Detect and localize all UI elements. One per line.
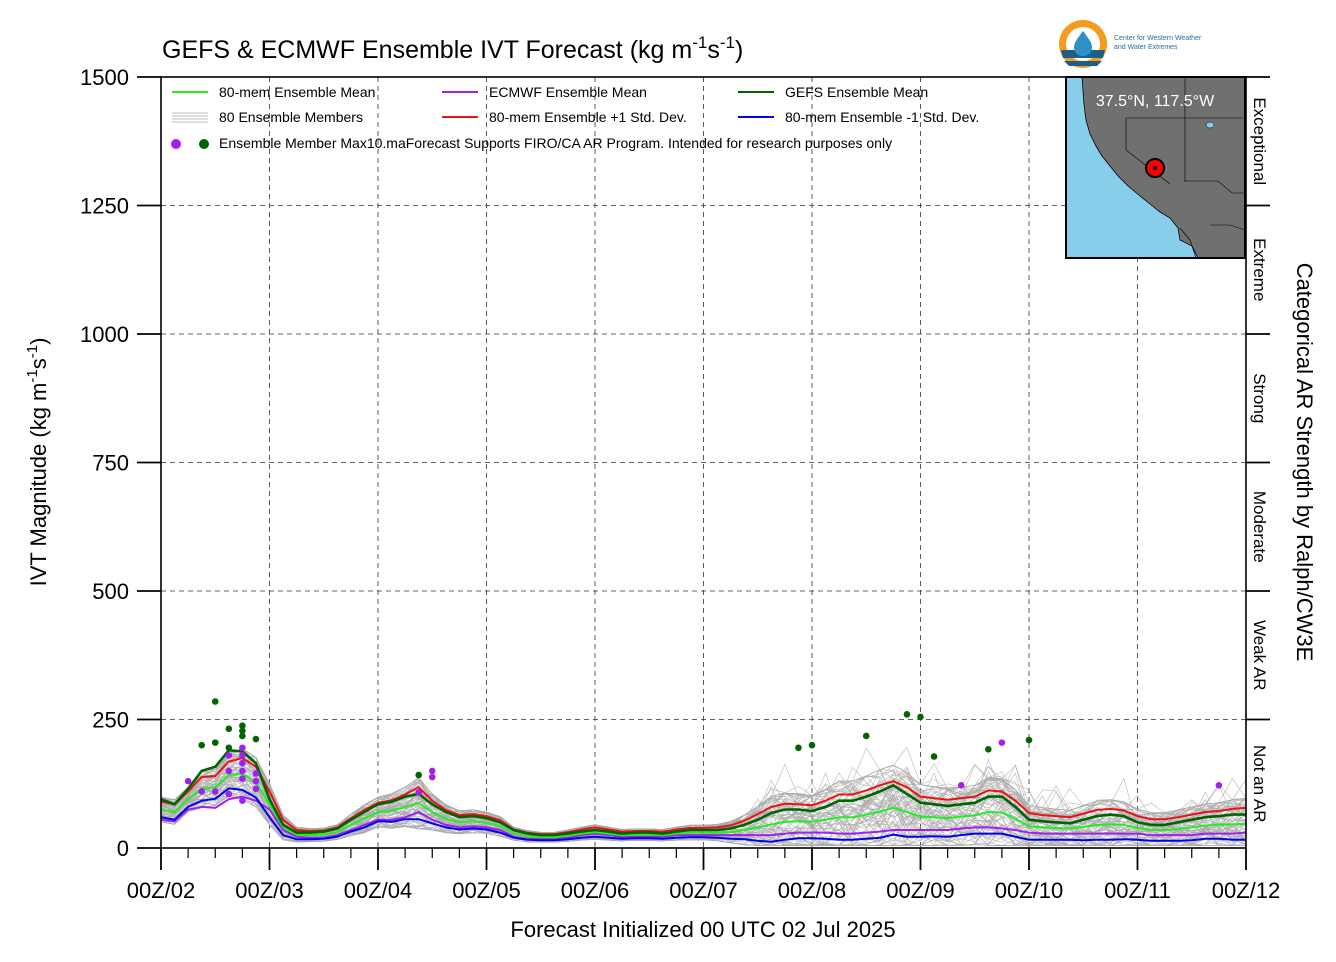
logo-line-1: Center for Western Weather <box>1114 35 1202 42</box>
category-label: Exceptional <box>1250 97 1269 185</box>
member-max-point <box>252 785 260 793</box>
member-max-point <box>239 722 246 729</box>
x-tick-label: 00Z/07 <box>669 878 738 903</box>
series-line-gefs-ensemble-mean <box>160 748 1246 837</box>
legend-label-gefs-mean: GEFS Ensemble Mean <box>785 84 928 100</box>
x-tick-label: 00Z/12 <box>1212 878 1281 903</box>
member-max-point <box>428 767 436 775</box>
x-tick-label: 00Z/11 <box>1104 878 1171 903</box>
member-max-point <box>1025 736 1033 744</box>
category-label: Extreme <box>1250 238 1269 301</box>
member-max-point <box>428 773 436 781</box>
series-line-80-mem-ensemble-1-std-dev- <box>160 787 1246 843</box>
category-axis: Exceptional Extreme Strong Moderate Weak AR N… <box>1246 76 1270 823</box>
legend-label-minus-std: 80-mem Ensemble -1 Std. Dev. <box>785 109 979 125</box>
member-max-point <box>239 752 246 759</box>
legend-max-label: Ensemble Member Max10.maForecast Support… <box>219 135 892 151</box>
member-max-point <box>225 744 233 752</box>
location-inset-map: 37.5°N, 117.5°W <box>1065 76 1246 259</box>
member-max-point <box>239 744 246 752</box>
x-tick-label: 00Z/06 <box>561 878 630 903</box>
y-tick-label: 250 <box>92 708 129 733</box>
member-max-point <box>198 741 205 749</box>
category-label: Moderate <box>1250 491 1269 563</box>
member-max-point <box>225 725 233 733</box>
category-label: Weak AR <box>1250 620 1269 691</box>
member-max-points <box>184 698 1223 805</box>
member-max-point <box>225 790 233 798</box>
member-max-point <box>998 739 1006 746</box>
member-max-point <box>184 777 192 785</box>
x-tick-label: 00Z/09 <box>886 878 955 903</box>
legend-max-dot-ecmwf <box>171 139 181 149</box>
member-max-point <box>211 788 219 795</box>
chart-title: GEFS & ECMWF Ensemble IVT Forecast (kg m… <box>162 33 743 64</box>
category-label: Strong <box>1250 373 1269 423</box>
member-max-point <box>239 732 246 740</box>
category-axis-label: Categorical AR Strength by Ralph/CW3E <box>1292 263 1317 662</box>
inset-location-label: 37.5°N, 117.5°W <box>1096 93 1215 110</box>
y-tick-label: 1500 <box>80 65 129 90</box>
y-tick-label: 0 <box>117 836 129 861</box>
legend-label-plus-std: 80-mem Ensemble +1 Std. Dev. <box>489 109 687 125</box>
x-tick-label: 00Z/02 <box>127 878 196 903</box>
legend-swatch-members <box>172 112 208 123</box>
member-max-point <box>252 770 260 777</box>
member-max-point <box>415 789 422 796</box>
legend-label-ensemble-mean: 80-mem Ensemble Mean <box>219 84 375 100</box>
member-max-point <box>903 711 911 718</box>
category-label: Not an AR <box>1250 745 1269 823</box>
member-max-point <box>957 781 965 789</box>
y-tick-label: 750 <box>92 451 129 476</box>
member-max-point <box>225 752 233 759</box>
x-tick-label: 00Z/10 <box>995 878 1064 903</box>
member-max-point <box>252 735 260 743</box>
y-tick-label: 500 <box>92 579 129 604</box>
y-axis-label: IVT Magnitude (kg m-1s-1) <box>24 338 51 587</box>
member-max-point <box>239 767 246 775</box>
series-line-80-mem-ensemble-mean <box>160 772 1247 839</box>
series-lines <box>160 748 1247 843</box>
x-axis: 00Z/02 00Z/03 00Z/04 00Z/05 00Z/06 00Z/07 00Z/… <box>127 848 1281 903</box>
cw3e-logo: Center for Western Weather and Water Ext… <box>1059 20 1202 68</box>
member-max-point <box>225 767 233 775</box>
member-max-point <box>239 727 246 735</box>
ensemble-member-line <box>160 754 1247 834</box>
member-max-point <box>198 788 205 795</box>
member-max-point <box>239 759 246 767</box>
member-max-point <box>211 698 219 705</box>
x-tick-label: 00Z/04 <box>344 878 413 903</box>
y-tick-label: 1250 <box>80 194 129 219</box>
logo-line-2: and Water Extremes <box>1114 44 1178 51</box>
member-max-point <box>808 741 816 749</box>
legend-label-ecmwf-mean: ECMWF Ensemble Mean <box>489 84 647 100</box>
member-max-point <box>862 732 870 740</box>
member-max-point <box>239 775 246 782</box>
series-line-ecmwf-ensemble-mean <box>160 795 1247 840</box>
member-max-point <box>211 739 219 746</box>
x-tick-label: 00Z/08 <box>778 878 847 903</box>
member-max-point <box>917 713 924 721</box>
member-max-point <box>239 797 246 805</box>
y-tick-label: 1000 <box>80 322 129 347</box>
member-max-point <box>795 744 802 752</box>
x-axis-label: Forecast Initialized 00 UTC 02 Jul 2025 <box>510 917 895 942</box>
member-max-point <box>1215 781 1223 789</box>
legend-label-members: 80 Ensemble Members <box>219 109 363 125</box>
x-tick-label: 00Z/03 <box>235 878 304 903</box>
member-max-point <box>252 777 260 785</box>
member-max-point <box>930 753 938 760</box>
member-max-point <box>415 771 422 779</box>
member-max-point <box>985 746 992 753</box>
y-axis: 0 250 500 750 1000 1250 1500 <box>80 65 161 861</box>
legend-max-dot-gefs <box>199 139 209 149</box>
legend: 80-mem Ensemble Mean ECMWF Ensemble Mean… <box>171 84 979 151</box>
x-tick-label: 00Z/05 <box>452 878 521 903</box>
